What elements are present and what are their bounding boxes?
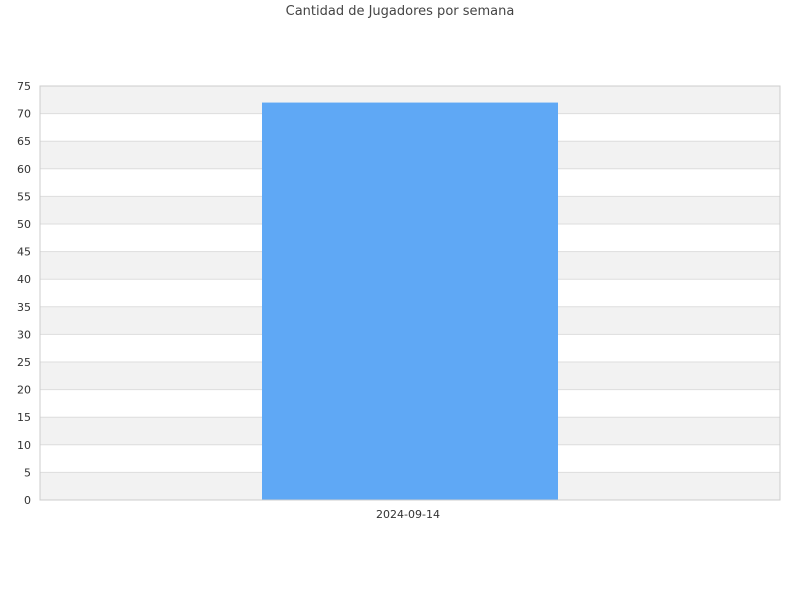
plot-frame xyxy=(39,85,781,501)
y-tick-label: 40 xyxy=(17,273,31,286)
y-tick-label: 30 xyxy=(17,328,31,341)
y-tick-label: 5 xyxy=(24,466,31,479)
x-tick-label: 2024-09-14 xyxy=(376,508,440,521)
y-tick-label: 15 xyxy=(17,411,31,424)
y-axis-tick-labels: 0 5 10 15 20 25 30 35 40 45 50 55 60 65 70 75 xyxy=(17,80,31,507)
bars xyxy=(262,102,558,500)
y-tick-label: 10 xyxy=(17,439,31,452)
y-tick-label: 65 xyxy=(17,135,31,148)
bar xyxy=(262,102,558,500)
y-tick-label: 60 xyxy=(17,163,31,176)
y-tick-label: 35 xyxy=(17,301,31,314)
y-tick-label: 75 xyxy=(17,80,31,93)
y-tick-label: 50 xyxy=(17,218,31,231)
y-tick-label: 70 xyxy=(17,108,31,121)
y-tick-label: 55 xyxy=(17,190,31,203)
y-tick-label: 25 xyxy=(17,356,31,369)
y-tick-label: 45 xyxy=(17,246,31,259)
y-tick-label: 0 xyxy=(24,494,31,507)
chart-title: Cantidad de Jugadores por semana xyxy=(285,4,515,19)
y-tick-label: 20 xyxy=(17,384,31,397)
x-axis-tick-labels: 2024-09-14 xyxy=(376,508,440,521)
